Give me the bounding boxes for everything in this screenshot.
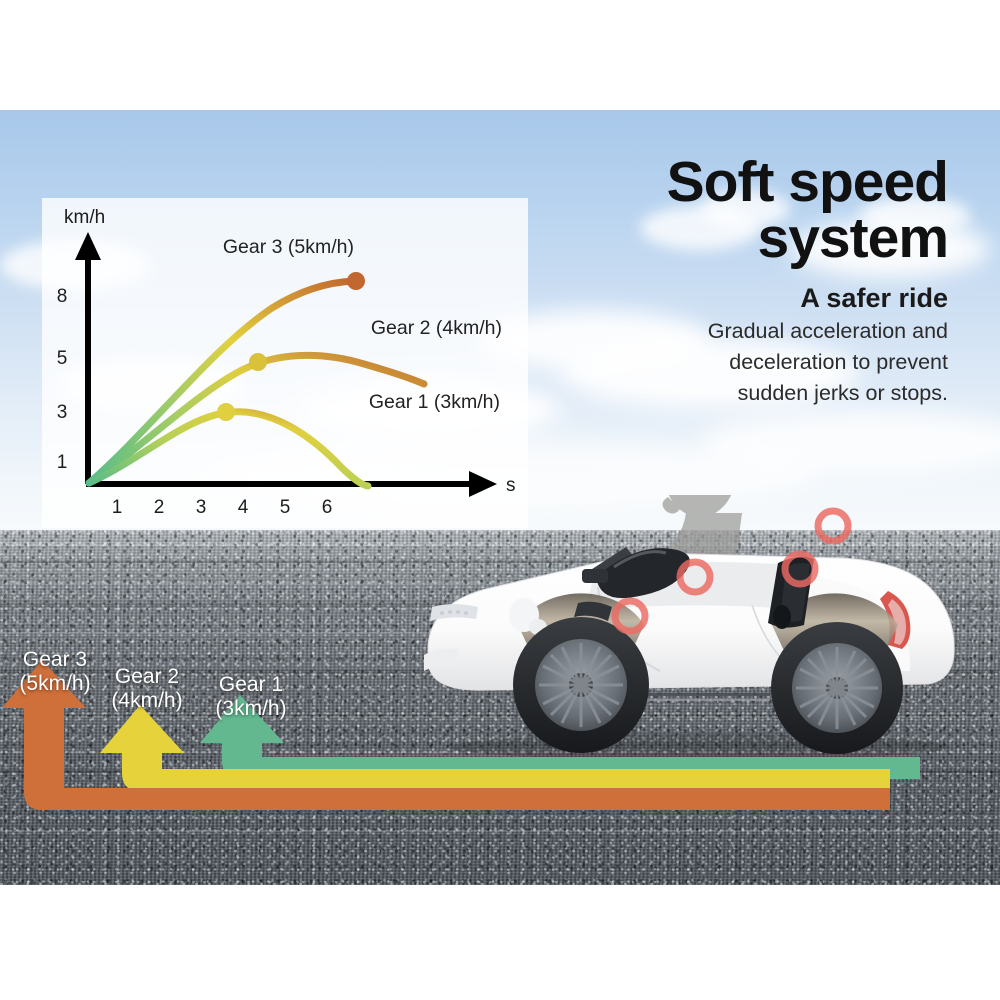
y-axis xyxy=(75,232,101,484)
ride-on-car-illustration xyxy=(424,495,955,760)
gear-3-arrow xyxy=(2,660,890,810)
gear-2-arrow xyxy=(100,705,890,791)
gear-2-marker xyxy=(249,353,267,371)
safety-marker-icon xyxy=(611,507,852,635)
speed-chart: km/h s 8 5 3 1 1 2 3 4 5 6 Gear 3 (5km xyxy=(57,207,516,518)
gear-2-series-label: Gear 2 (4km/h) xyxy=(371,317,502,339)
x-axis xyxy=(86,471,497,497)
y-tick-3: 3 xyxy=(57,402,68,423)
body-line-2: deceleration to prevent xyxy=(729,350,948,375)
headline-line-1: Soft speed xyxy=(666,150,949,214)
x-tick-6: 6 xyxy=(322,497,333,518)
gear-1-curve xyxy=(85,408,372,490)
x-axis-title: s xyxy=(506,475,516,496)
gear-arrows-graphic xyxy=(2,660,920,810)
bottom-margin xyxy=(0,885,1000,1000)
gear-3-marker xyxy=(347,272,365,290)
gear-1-arrow xyxy=(200,695,920,779)
body-line-1: Gradual acceleration and xyxy=(707,318,948,343)
steering-wheel xyxy=(574,547,690,621)
y-tick-1: 1 xyxy=(57,452,68,473)
gear-2-label: Gear 2 (4km/h) xyxy=(111,665,183,712)
x-tick-4: 4 xyxy=(238,497,249,518)
body-line-3: sudden jerks or stops. xyxy=(737,381,948,406)
gear-3-curve xyxy=(85,277,358,487)
x-tick-3: 3 xyxy=(196,497,207,518)
gear-1-marker xyxy=(217,403,235,421)
gear-3-series-label: Gear 3 (5km/h) xyxy=(223,236,354,258)
headline-line-2: system xyxy=(757,205,949,270)
gear-1-label: Gear 1 (3km/h) xyxy=(215,673,287,720)
x-tick-1: 1 xyxy=(112,497,123,518)
y-tick-5: 5 xyxy=(57,348,68,369)
x-tick-5: 5 xyxy=(280,497,291,518)
gear-1-series-label: Gear 1 (3km/h) xyxy=(369,391,500,413)
gear-2-curve xyxy=(85,351,428,487)
headline-block: Soft speed system A safer ride Gradual a… xyxy=(518,150,949,408)
x-tick-2: 2 xyxy=(154,497,165,518)
front-wheel xyxy=(513,617,649,753)
speed-chart-panel: km/h s 8 5 3 1 1 2 3 4 5 6 Gear 3 (5km xyxy=(42,198,528,528)
gear-3-label: Gear 3 (5km/h) xyxy=(19,648,91,695)
subheadline: A safer ride xyxy=(800,282,948,313)
y-tick-8: 8 xyxy=(57,286,68,307)
rear-wheel xyxy=(771,622,903,754)
y-axis-title: km/h xyxy=(64,207,105,228)
top-margin xyxy=(0,0,1000,110)
